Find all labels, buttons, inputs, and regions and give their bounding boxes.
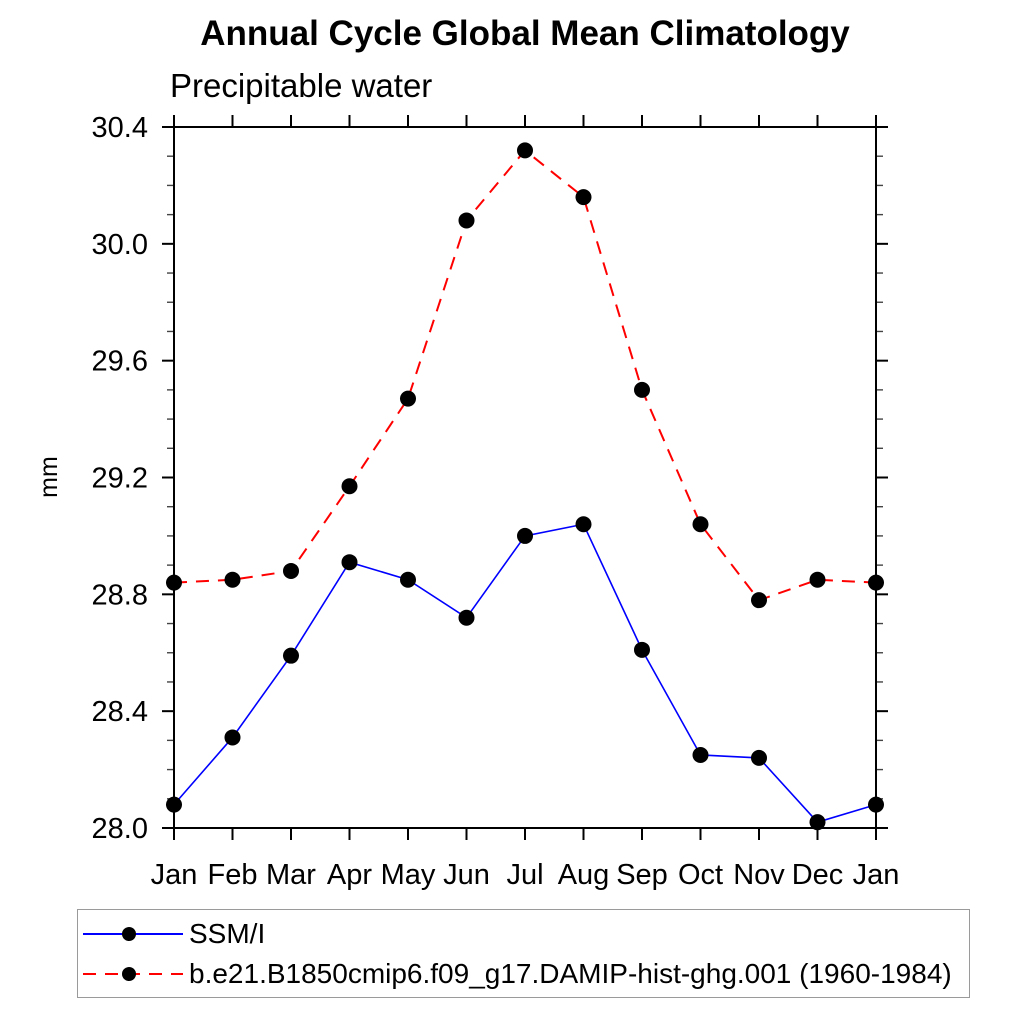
series-0-marker — [751, 749, 767, 766]
y-axis-label: mm — [35, 456, 63, 498]
plot-border — [173, 126, 877, 829]
x-tick-label: Feb — [208, 859, 258, 891]
series-1-marker — [166, 574, 182, 591]
x-tick-label: Sep — [616, 859, 668, 891]
y-tick-label: 29.6 — [92, 346, 148, 378]
x-tick-label: Mar — [266, 859, 316, 891]
y-tick-label: 30.0 — [92, 229, 148, 261]
series-0-marker — [575, 516, 592, 533]
series-0-marker — [166, 796, 182, 813]
chart-canvas: 28.0 28.4 28.8 29.2 29.6 30.0 30.4 Jan Feb Mar Apr… — [35, 112, 900, 891]
series-line-0 — [173, 523, 877, 824]
x-tick-label: Jul — [506, 859, 543, 891]
y-tick-label: 29.2 — [92, 463, 148, 495]
series-0-marker — [634, 641, 650, 658]
x-tick-label: Aug — [558, 859, 610, 891]
series-1-marker — [809, 571, 826, 588]
legend-line-sample-dashed — [83, 967, 183, 981]
y-tick-label: 28.4 — [92, 696, 148, 728]
series-0-marker — [400, 571, 416, 588]
series-0-marker — [224, 729, 241, 746]
series-1-marker — [283, 562, 299, 579]
series-1-marker — [575, 189, 592, 206]
series-1-marker — [868, 574, 884, 591]
series-0-marker — [868, 796, 884, 813]
legend-row-model: b.e21.B1850cmip6.f09_g17.DAMIP-hist-ghg.… — [78, 954, 969, 994]
series-1-marker — [751, 592, 767, 609]
legend-marker-dot — [122, 967, 136, 981]
y-tick-label: 30.4 — [92, 112, 148, 144]
x-tick-label: May — [381, 859, 436, 891]
legend-line-sample-solid — [83, 927, 183, 941]
series-1-marker — [692, 516, 709, 533]
y-tick-label: 28.8 — [92, 579, 148, 611]
series-0-marker — [517, 527, 533, 544]
series-1-marker — [517, 142, 533, 159]
series-0-marker — [458, 609, 475, 626]
x-tick-label: Jan — [853, 859, 900, 891]
x-tick-label: Jun — [443, 859, 490, 891]
legend-row-ssmi: SSM/I — [78, 914, 969, 954]
series-0-marker — [283, 647, 299, 664]
series-0-marker — [341, 554, 358, 571]
chart-title: Annual Cycle Global Mean Climatology — [200, 14, 850, 53]
series-1-marker — [224, 571, 241, 588]
legend-label-ssmi: SSM/I — [189, 918, 266, 949]
series-0-marker — [692, 746, 709, 763]
chart-subtitle: Precipitable water — [170, 67, 433, 104]
x-tick-label: Apr — [327, 859, 372, 891]
legend-label-model: b.e21.B1850cmip6.f09_g17.DAMIP-hist-ghg.… — [189, 958, 952, 989]
series-0-marker — [809, 814, 826, 831]
chart-legend: SSM/I b.e21.B1850cmip6.f09_g17.DAMIP-his… — [77, 909, 970, 998]
x-tick-label: Dec — [792, 859, 844, 891]
x-tick-label: Jan — [151, 859, 198, 891]
legend-marker-dot — [122, 927, 136, 941]
y-tick-label: 28.0 — [92, 813, 148, 845]
series-1-marker — [634, 381, 650, 398]
x-tick-label: Nov — [733, 859, 785, 891]
series-1-marker — [341, 478, 358, 495]
series-1-marker — [458, 212, 475, 229]
series-1-marker — [400, 390, 416, 407]
x-tick-label: Oct — [678, 859, 723, 891]
